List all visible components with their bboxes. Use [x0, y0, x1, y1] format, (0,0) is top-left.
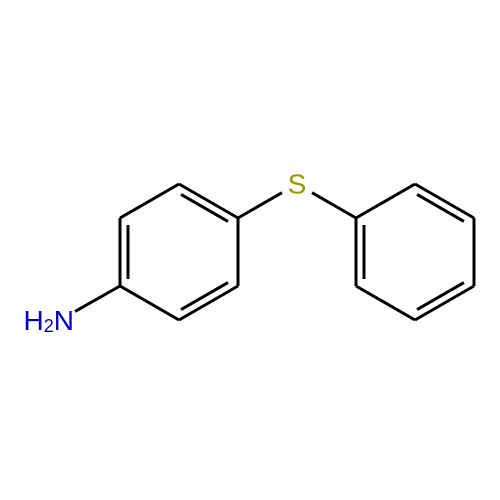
- bond: [179, 286, 238, 320]
- bond: [356, 184, 415, 218]
- bond: [415, 286, 474, 320]
- bond: [356, 286, 415, 320]
- atom-label-N1: H2N: [24, 305, 74, 337]
- bond: [179, 184, 238, 218]
- bond: [120, 184, 179, 218]
- bond: [415, 184, 474, 218]
- bond: [120, 286, 179, 320]
- bond: [312, 193, 356, 218]
- bond: [238, 193, 282, 218]
- molecule-canvas: H2N S: [0, 0, 500, 500]
- atom-label-S1: S: [288, 169, 307, 200]
- bond: [75, 286, 120, 311]
